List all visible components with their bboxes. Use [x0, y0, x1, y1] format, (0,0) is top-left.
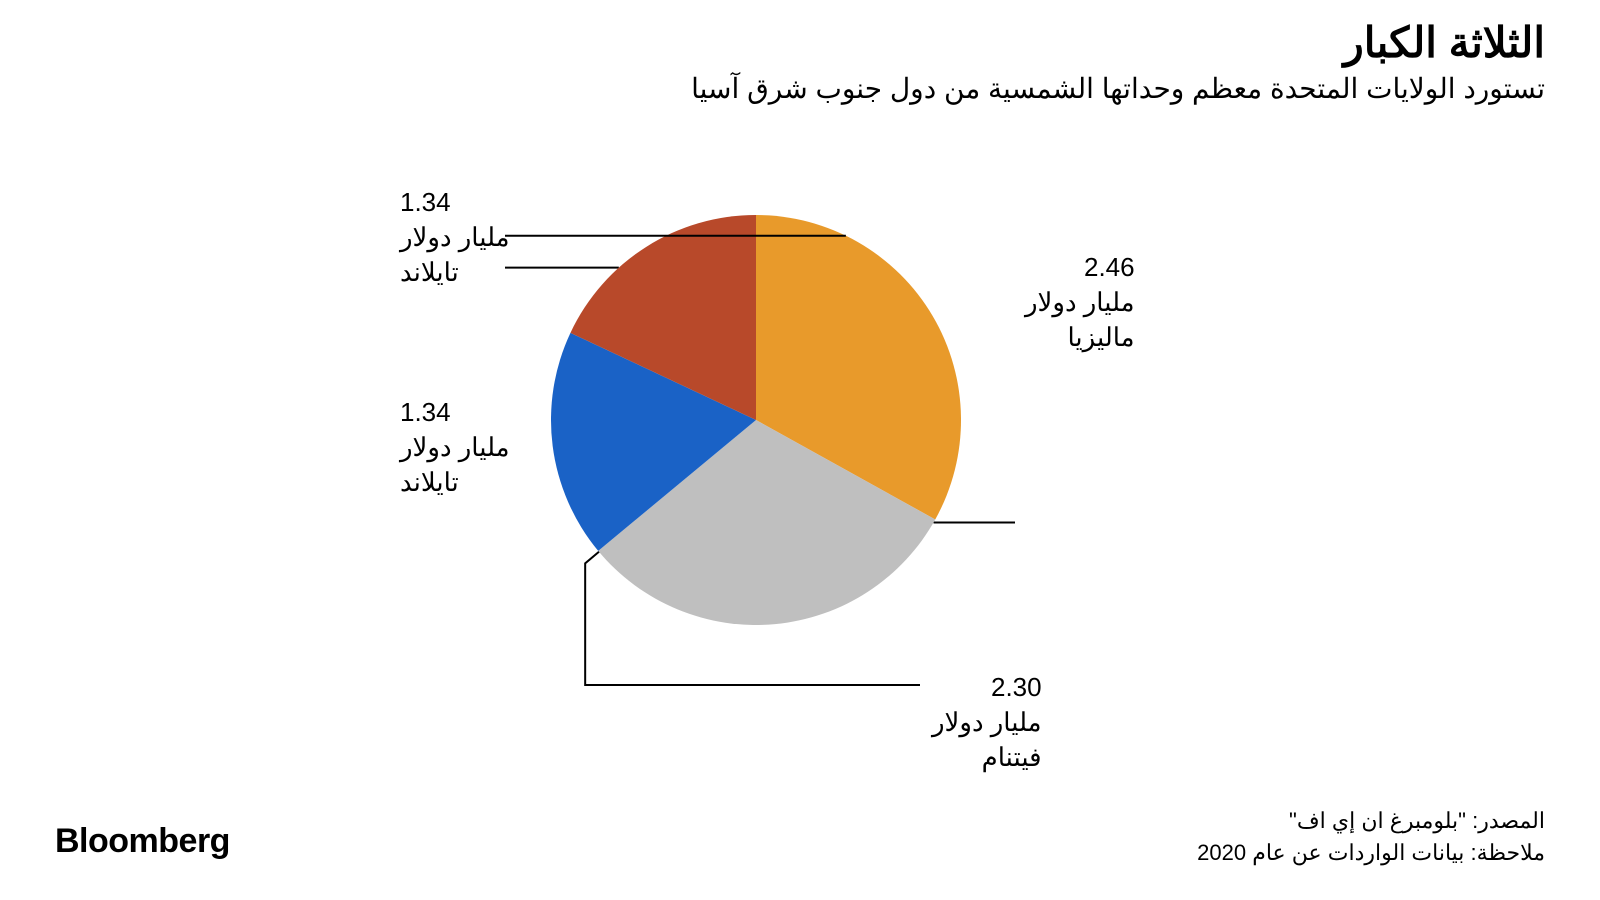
chart-stage: الثلاثة الكبار تستورد الولايات المتحدة م…	[0, 0, 1600, 900]
slice-country: فيتنام	[932, 740, 1042, 775]
brand-logo: Bloomberg	[55, 822, 230, 861]
slice-unit: مليار دولار	[932, 705, 1042, 740]
slice-value: 1.34	[400, 185, 510, 220]
slice-label-thailand1: 1.34مليار دولارتايلاند	[400, 395, 510, 500]
note-text: ملاحظة: بيانات الواردات عن عام 2020	[1197, 840, 1545, 866]
slice-unit: مليار دولار	[400, 430, 510, 465]
slice-country: تايلاند	[400, 465, 510, 500]
slice-value: 2.30	[932, 670, 1042, 705]
slice-value: 2.46	[1025, 250, 1135, 285]
slice-country: تايلاند	[400, 255, 510, 290]
slice-unit: مليار دولار	[1025, 285, 1135, 320]
slice-country: ماليزيا	[1025, 320, 1135, 355]
slice-label-vietnam: 2.30مليار دولارفيتنام	[932, 670, 1042, 775]
source-text: المصدر: "بلومبرغ ان إي اف"	[1289, 808, 1545, 834]
pie-svg	[0, 0, 1600, 900]
slice-value: 1.34	[400, 395, 510, 430]
slice-unit: مليار دولار	[400, 220, 510, 255]
slice-label-malaysia: 2.46مليار دولارماليزيا	[1025, 250, 1135, 355]
slice-label-thailand2: 1.34مليار دولارتايلاند	[400, 185, 510, 290]
